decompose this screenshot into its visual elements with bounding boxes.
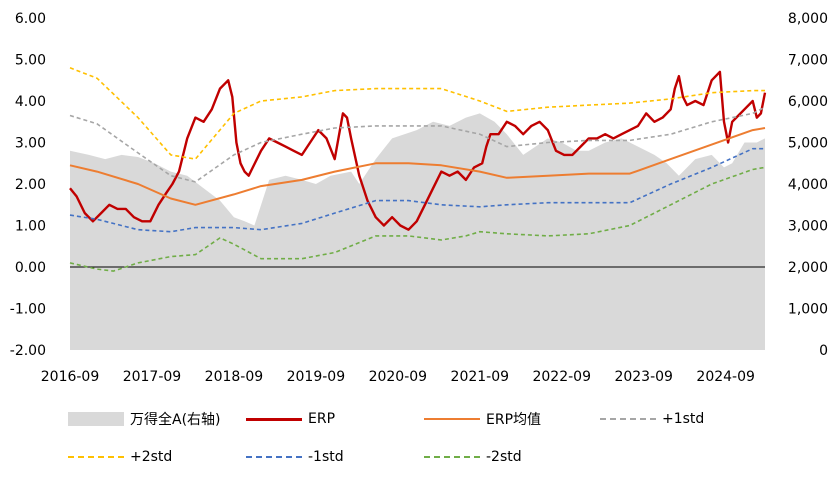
legend-item-erp: ERP xyxy=(246,408,335,430)
x-tick-label: 2020-09 xyxy=(369,369,428,385)
legend-swatch-plus2std xyxy=(68,456,124,458)
y-right-tick-label: 0 xyxy=(819,343,828,359)
chart: 6.00 5.00 4.00 3.00 2.00 1.00 0.00 -1.00 -2.00 8… xyxy=(10,11,828,385)
legend-label-plus1std: +1std xyxy=(662,411,705,427)
legend-swatch-erp-mean xyxy=(424,418,480,420)
legend-item-plus2std: +2std xyxy=(68,446,172,468)
y-left-tick-labels: 6.00 5.00 4.00 3.00 2.00 1.00 0.00 -1.00 -2.00 xyxy=(10,11,46,359)
x-tick-label: 2024-09 xyxy=(696,369,755,385)
y-left-tick-label: 2.00 xyxy=(15,177,46,193)
legend-item-plus1std: +1std xyxy=(600,408,704,430)
x-tick-label: 2019-09 xyxy=(287,369,346,385)
series-line-std-5 xyxy=(69,147,765,233)
y-right-tick-label: 4,000 xyxy=(788,177,828,193)
series-line-std-4 xyxy=(69,67,765,160)
y-right-tick-label: 6,000 xyxy=(788,94,828,110)
x-tick-label: 2017-09 xyxy=(123,369,182,385)
y-left-tick-label: 4.00 xyxy=(15,94,46,110)
area-series-group xyxy=(70,113,765,351)
y-right-tick-label: 7,000 xyxy=(788,53,828,69)
series-line-erp xyxy=(69,70,767,231)
y-left-tick-label: 6.00 xyxy=(15,11,46,27)
legend-label-minus1std: -1std xyxy=(308,449,344,465)
x-tick-label: 2016-09 xyxy=(41,369,100,385)
series-line-std-3 xyxy=(69,106,766,183)
legend-label-plus2std: +2std xyxy=(130,449,173,465)
x-tick-label: 2023-09 xyxy=(614,369,673,385)
y-left-tick-label: -1.00 xyxy=(10,302,46,318)
legend-swatch-minus1std xyxy=(246,456,302,458)
x-tick-label: 2021-09 xyxy=(451,369,510,385)
legend-item-minus1std: -1std xyxy=(246,446,344,468)
y-right-tick-label: 8,000 xyxy=(788,11,828,27)
y-left-tick-label: -2.00 xyxy=(10,343,46,359)
x-tick-label: 2018-09 xyxy=(205,369,264,385)
legend-label-erp-mean: ERP均值 xyxy=(486,412,542,428)
legend-label-index: 万得全A(右轴) xyxy=(130,412,221,428)
series-area-index xyxy=(70,113,765,351)
legend-swatch-minus2std xyxy=(424,456,480,458)
y-right-tick-label: 1,000 xyxy=(788,302,828,318)
y-left-tick-label: 0.00 xyxy=(15,260,46,276)
y-left-tick-label: 3.00 xyxy=(15,136,46,152)
legend-swatch-plus1std xyxy=(600,418,656,420)
legend-item-minus2std: -2std xyxy=(424,446,522,468)
legend-item-index: 万得全A(右轴) xyxy=(68,408,221,430)
y-left-tick-label: 1.00 xyxy=(15,219,46,235)
legend-label-erp: ERP xyxy=(308,411,336,427)
y-right-tick-label: 5,000 xyxy=(788,136,828,152)
legend-swatch-index xyxy=(68,412,124,426)
y-left-tick-label: 5.00 xyxy=(15,53,46,69)
legend-label-minus2std: -2std xyxy=(486,449,522,465)
legend: 万得全A(右轴) ERP ERP均值 +1std +2std -1std -2s… xyxy=(0,402,831,482)
y-right-tick-labels: 8,000 7,000 6,000 5,000 4,000 3,000 2,000 1,000… xyxy=(788,11,828,359)
x-tick-labels: 2016-09 2017-09 2018-09 2019-09 2020-09 2021-… xyxy=(41,369,755,385)
y-right-tick-label: 3,000 xyxy=(788,219,828,235)
legend-item-erp-mean: ERP均值 xyxy=(424,408,541,430)
series-line-std-6 xyxy=(69,166,766,272)
y-right-tick-label: 2,000 xyxy=(788,260,828,276)
series-line-erp-mean xyxy=(69,127,766,206)
x-tick-label: 2022-09 xyxy=(532,369,591,385)
line-series-group xyxy=(69,67,767,272)
legend-swatch-erp xyxy=(246,417,302,421)
